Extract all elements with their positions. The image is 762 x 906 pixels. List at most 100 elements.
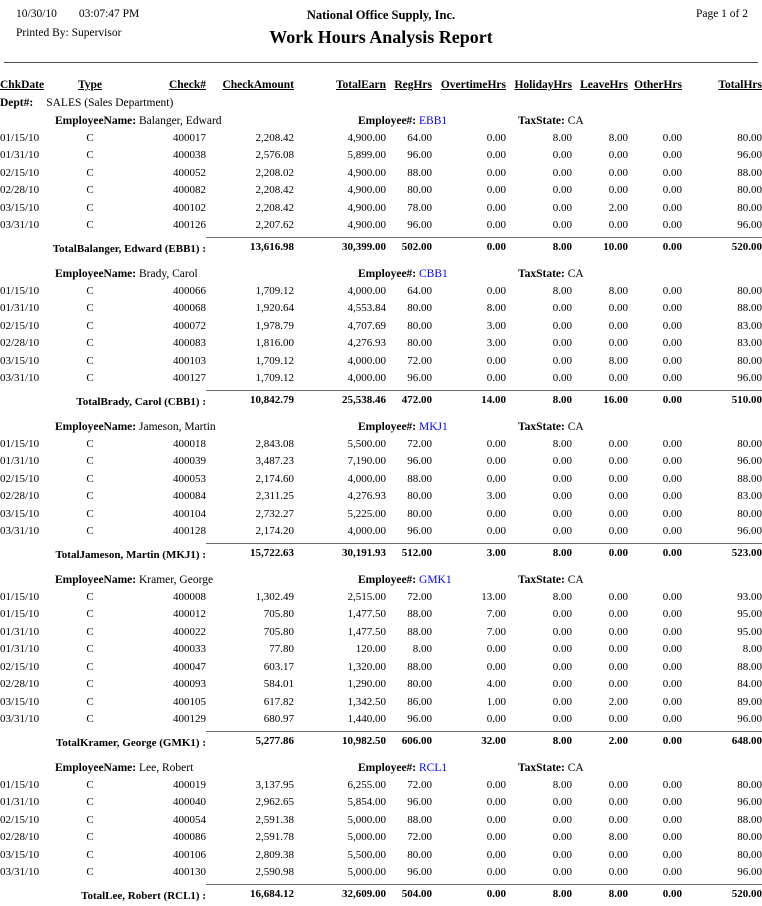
cell-type: C: [86, 166, 94, 179]
cell-total-earn: 4,000.00: [347, 354, 387, 367]
tax-state-value: CA: [564, 574, 584, 586]
cell-total-earn: 1,477.50: [347, 608, 387, 620]
cell-check-num: 400040: [173, 796, 206, 808]
employee-number-group: Employee#: GMK1: [358, 574, 452, 586]
cell-leave-hrs: 0.00: [608, 472, 628, 485]
employee-total-row: TotalJameson, Martin (MKJ1) :15,722.63 30…: [0, 539, 762, 561]
total-cell-total-hrs: 520.00: [682, 233, 762, 255]
cell-leave-hrs: 8.00: [608, 354, 628, 367]
cell-leave-hrs: 2.00: [608, 201, 628, 214]
cell-other-hrs: 0.00: [662, 219, 682, 231]
printed-by-label: Printed By:: [16, 27, 69, 39]
cell-overtime-hrs: 0.00: [486, 713, 506, 725]
total-cell-check-amount: 15,722.63: [206, 539, 294, 561]
cell-type: C: [86, 813, 94, 826]
employee-number-link[interactable]: EBB1: [419, 115, 448, 127]
cell-overtime-hrs: 3.00: [486, 490, 506, 502]
cell-total-earn: 5,000.00: [347, 831, 387, 843]
cell-overtime-hrs: 0.00: [486, 866, 506, 878]
cell-type: C: [86, 695, 94, 708]
table-body: Dept#: SALES (Sales Department) EmployeeN…: [0, 91, 762, 906]
cell-type: C: [86, 131, 94, 144]
total-cell-total-earn: 30,399.00: [294, 233, 386, 255]
table-row: 01/31/10 C 400068 1,920.64 4,553.84 80.00 8.00…: [0, 299, 762, 317]
total-value: 512.00: [386, 543, 432, 561]
dept-value: SALES (Sales Department): [46, 97, 174, 109]
total-cell-overtime-hrs: 3.00: [432, 539, 506, 561]
table-row: 01/31/10 C 400033 77.80 120.00 8.00 0.00 0.00 0.…: [0, 640, 762, 658]
cell-type: C: [86, 184, 94, 196]
col-header-check-amount: CheckAmount: [222, 79, 294, 91]
cell-reg-hrs: 80.00: [407, 319, 432, 332]
cell-check-amount: 617.82: [263, 695, 294, 708]
cell-holiday-hrs: 8.00: [552, 131, 572, 144]
cell-overtime-hrs: 0.00: [486, 219, 506, 231]
cell-type: C: [86, 831, 94, 843]
cell-total-earn: 5,854.00: [347, 796, 387, 808]
cell-other-hrs: 0.00: [662, 455, 682, 467]
employee-number-link[interactable]: GMK1: [419, 574, 452, 586]
total-value: 25,538.46: [294, 390, 386, 408]
cell-leave-hrs: 0.00: [608, 166, 628, 179]
spacer-cell: [0, 749, 762, 756]
cell-leave-hrs: 0.00: [608, 437, 628, 450]
cell-reg-hrs: 64.00: [407, 131, 432, 144]
total-value: 16,684.12: [206, 884, 294, 902]
cell-chkdate: 01/31/10: [0, 796, 40, 808]
cell-overtime-hrs: 0.00: [486, 525, 506, 537]
cell-chkdate: 03/15/10: [0, 848, 40, 861]
total-cell-other-hrs: 0.00: [628, 233, 682, 255]
col-header-total-earn: TotalEarn: [335, 79, 386, 91]
employee-number-link[interactable]: RCL1: [419, 762, 448, 774]
cell-holiday-hrs: 0.00: [552, 831, 572, 843]
cell-reg-hrs: 86.00: [407, 695, 432, 708]
cell-leave-hrs: 0.00: [608, 590, 628, 603]
tax-state-label: TaxState:: [518, 762, 565, 774]
cell-chkdate: 02/15/10: [0, 166, 40, 179]
total-value: 0.00: [572, 543, 628, 561]
total-value: 0.00: [628, 543, 682, 561]
cell-overtime-hrs: 0.00: [486, 507, 506, 520]
section-spacer: [0, 255, 762, 262]
cell-check-num: 400022: [173, 625, 206, 638]
cell-chkdate: 03/15/10: [0, 695, 40, 708]
table-row: 01/31/10 C 400022 705.80 1,477.50 88.00 7.00 0.…: [0, 622, 762, 640]
cell-check-amount: 2,208.02: [255, 166, 295, 179]
cell-total-hrs: 88.00: [737, 813, 762, 826]
tax-state-group: TaxState: CA: [518, 421, 584, 433]
employee-name: Kramer, George: [136, 574, 214, 586]
cell-total-earn: 1,320.00: [347, 660, 387, 673]
cell-leave-hrs: 0.00: [608, 184, 628, 196]
total-cell-other-hrs: 0.00: [628, 880, 682, 902]
employee-number-link[interactable]: CBB1: [419, 268, 448, 280]
cell-check-amount: 584.01: [263, 678, 294, 690]
cell-total-earn: 1,477.50: [347, 625, 387, 638]
cell-check-num: 400033: [173, 643, 206, 655]
cell-reg-hrs: 64.00: [407, 284, 432, 297]
cell-chkdate: 01/15/10: [0, 608, 40, 620]
employee-number-link[interactable]: MKJ1: [419, 421, 448, 433]
cell-reg-hrs: 96.00: [407, 713, 432, 725]
cell-reg-hrs: 88.00: [407, 660, 432, 673]
cell-reg-hrs: 8.00: [412, 643, 432, 655]
report-title: Work Hours Analysis Report: [269, 27, 493, 47]
cell-total-earn: 4,900.00: [347, 201, 387, 214]
cell-leave-hrs: 0.00: [608, 507, 628, 520]
cell-holiday-hrs: 0.00: [552, 813, 572, 826]
cell-other-hrs: 0.00: [662, 337, 682, 349]
cell-check-num: 400083: [173, 337, 206, 349]
cell-total-earn: 4,900.00: [347, 184, 387, 196]
table-row: 02/15/10 C 400052 2,208.02 4,900.00 88.00 0.00…: [0, 163, 762, 181]
cell-check-amount: 3,137.95: [255, 778, 295, 791]
cell-total-hrs: 95.00: [737, 608, 762, 620]
cell-holiday-hrs: 0.00: [552, 201, 572, 214]
col-header-holiday-hrs: HolidayHrs: [514, 79, 572, 91]
tax-state-group: TaxState: CA: [518, 574, 584, 586]
total-cell-reg-hrs: 512.00: [386, 539, 432, 561]
total-cell-total-hrs: 648.00: [682, 727, 762, 749]
print-time: 03:07:47 PM: [78, 8, 140, 20]
total-value: 5,277.86: [206, 731, 294, 749]
cell-leave-hrs: 0.00: [608, 302, 628, 314]
cell-other-hrs: 0.00: [662, 372, 682, 384]
cell-check-amount: 2,962.65: [255, 796, 295, 808]
